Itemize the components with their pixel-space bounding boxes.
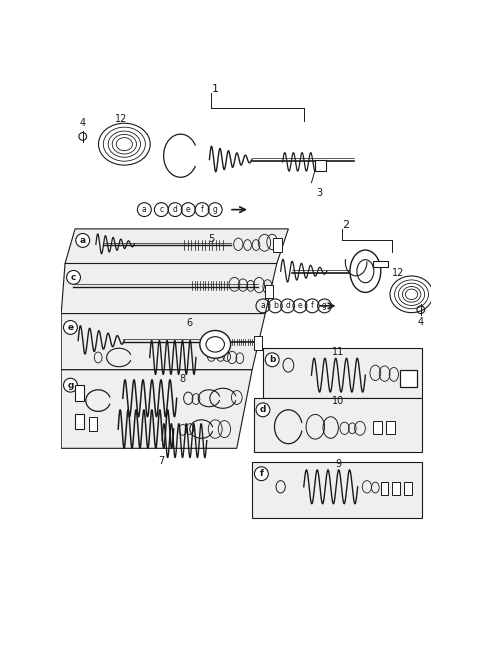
Text: f: f [259, 469, 264, 478]
Text: a: a [142, 205, 147, 214]
Bar [265, 285, 273, 298]
Bar [381, 482, 388, 495]
Text: e: e [298, 301, 302, 310]
Bar [273, 238, 282, 252]
Text: f: f [201, 205, 204, 214]
Ellipse shape [206, 337, 225, 352]
Text: 1: 1 [212, 85, 219, 94]
Circle shape [256, 403, 270, 417]
Text: g: g [67, 380, 73, 390]
Text: c: c [71, 273, 76, 282]
Text: b: b [273, 301, 278, 310]
Bar [373, 420, 382, 434]
Polygon shape [252, 462, 421, 518]
Text: e: e [67, 323, 73, 332]
Bar [400, 370, 417, 387]
Text: a: a [261, 301, 265, 310]
Bar [386, 420, 395, 434]
Text: 10: 10 [332, 396, 345, 405]
Bar [75, 414, 84, 429]
Text: 6: 6 [187, 318, 193, 328]
Circle shape [254, 467, 268, 481]
Text: 7: 7 [158, 457, 165, 466]
Bar [392, 482, 400, 495]
Text: d: d [260, 405, 266, 415]
Text: 2: 2 [343, 220, 349, 230]
Text: 4: 4 [80, 118, 86, 129]
Ellipse shape [350, 250, 381, 293]
Text: 5: 5 [208, 234, 215, 244]
Circle shape [76, 234, 90, 247]
Circle shape [63, 321, 77, 335]
Text: 4: 4 [418, 317, 424, 327]
Text: 3: 3 [316, 188, 322, 197]
Text: e: e [186, 205, 191, 214]
Text: d: d [173, 205, 178, 214]
Polygon shape [263, 348, 421, 398]
Text: 8: 8 [179, 374, 185, 384]
Bar [315, 160, 326, 171]
Text: a: a [80, 236, 86, 245]
Text: c: c [159, 205, 163, 214]
Text: 11: 11 [332, 347, 345, 357]
Bar [404, 482, 411, 495]
Polygon shape [61, 314, 265, 370]
Polygon shape [61, 264, 277, 314]
Circle shape [63, 379, 77, 392]
Text: 12: 12 [115, 113, 128, 124]
Bar [373, 261, 388, 268]
Circle shape [265, 353, 279, 367]
Bar [89, 417, 96, 430]
Text: 9: 9 [336, 459, 341, 469]
Circle shape [67, 270, 81, 284]
Text: b: b [269, 356, 276, 364]
Text: g: g [322, 301, 327, 310]
Bar [75, 385, 84, 401]
Text: f: f [311, 301, 313, 310]
Bar [254, 336, 262, 350]
Text: 12: 12 [392, 268, 404, 277]
Ellipse shape [357, 260, 374, 283]
Text: g: g [213, 205, 217, 214]
Polygon shape [65, 229, 288, 264]
Text: d: d [285, 301, 290, 310]
Ellipse shape [200, 331, 230, 358]
Polygon shape [61, 370, 252, 448]
Polygon shape [254, 398, 421, 452]
